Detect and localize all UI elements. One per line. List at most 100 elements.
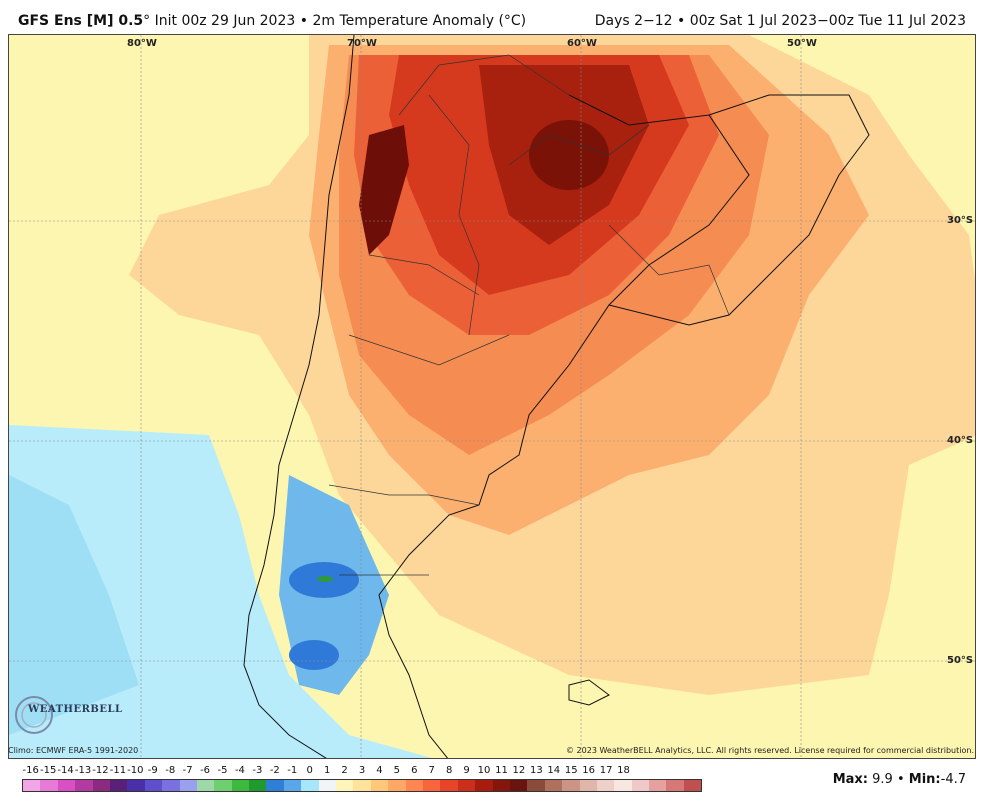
colorbar-swatch — [422, 780, 441, 791]
lat-label-30s: 30°S — [947, 215, 974, 226]
colorbar-tick-label: -6 — [200, 765, 211, 776]
colorbar-swatch — [614, 780, 632, 791]
colorbar-swatch — [266, 780, 284, 791]
andes-hotspot — [359, 125, 409, 255]
colorbar-swatch — [440, 780, 458, 791]
colorbar-swatch — [57, 780, 76, 791]
colorbar-labels: -16 -15 -14 -13 -12 -11 -10 -9 -8 -7 -6 -5 -4 -3 -2 -1 0… — [22, 765, 702, 777]
colorbar-tick-label: -5 — [217, 765, 228, 776]
colorbar-tick-label: -12 — [92, 765, 109, 776]
colorbar-swatch — [92, 780, 110, 791]
colorbar-tick-label: -7 — [182, 765, 193, 776]
colorbar-tick-label: 17 — [599, 765, 613, 776]
colorbar-swatch — [75, 780, 93, 791]
colorbar-swatch — [631, 780, 650, 791]
colorbar-tick-label: -4 — [234, 765, 245, 776]
climatology-note: Climo: ECMWF ERA-5 1991-2020 — [8, 746, 139, 755]
colorbar-swatch — [683, 780, 702, 791]
lon-label-70w: 70°W — [347, 38, 377, 49]
colorbar-swatch — [144, 780, 163, 791]
colorbar-swatch — [162, 780, 180, 791]
colorbar-tick-label: -11 — [109, 765, 127, 776]
colorbar-tick-label: 5 — [393, 765, 401, 776]
colorbar-tick-label: 11 — [495, 765, 508, 776]
weatherbell-logo: WEATHERBELL — [12, 690, 122, 740]
colorbar-tick-label: -13 — [74, 765, 92, 776]
lat-label-50s: 50°S — [947, 655, 974, 666]
colorbar-tick-label: -2 — [269, 765, 280, 776]
colorbar-swatch — [214, 780, 232, 791]
logo-text: WEATHERBELL — [28, 704, 123, 715]
colorbar-tick-label: 6 — [411, 765, 418, 776]
colorbar-tick-label: 10 — [477, 765, 491, 776]
anomaly-map — [9, 35, 975, 758]
variable-name: 2m Temperature Anomaly (°C) — [312, 13, 527, 29]
deep-red-core — [529, 120, 609, 190]
max-label: Max: — [832, 772, 868, 787]
graticule — [9, 35, 975, 758]
map-panel: 80°W 70°W 60°W 50°W 30°S 40°S 50°S — [8, 34, 976, 759]
colorbar-tick-label: 14 — [547, 765, 561, 776]
colorbar-swatch — [649, 780, 667, 791]
header-bar: GFS Ens [M] 0.5° Init 00z 29 Jun 2023 • … — [0, 0, 984, 34]
colorbar-tick-label: 13 — [529, 765, 543, 776]
max-min-readout: Max: 9.9 • Min:-4.7 — [833, 772, 966, 787]
colorbar — [22, 779, 702, 792]
max-value: 9.9 — [872, 772, 893, 787]
colorbar-swatch — [579, 780, 597, 791]
colorbar-swatch — [40, 780, 58, 791]
colorbar-tick-label: 4 — [376, 765, 383, 776]
colorbar-swatch — [492, 780, 510, 791]
map-title: GFS Ens [M] 0.5° Init 00z 29 Jun 2023 • … — [18, 13, 527, 29]
pacific-shade — [9, 475, 139, 735]
min-label: Min: — [908, 772, 941, 787]
colorbar-tick-label: -15 — [39, 765, 57, 776]
colorbar-swatch — [196, 780, 215, 791]
colorbar-tick-label: 9 — [463, 765, 470, 776]
colorbar-tick-label: -14 — [57, 765, 74, 776]
colorbar-tick-label: 7 — [428, 765, 435, 776]
colorbar-tick-label: -3 — [252, 765, 263, 776]
colorbar-swatch — [596, 780, 615, 791]
colorbar-tick-label: 15 — [564, 765, 578, 776]
colorbar-swatch — [318, 780, 337, 791]
copyright-note: © 2023 WeatherBELL Analytics, LLC. All r… — [566, 746, 974, 755]
colorbar-swatch — [249, 780, 267, 791]
colorbar-swatch — [509, 780, 528, 791]
colorbar-swatch — [231, 780, 250, 791]
colorbar-swatch — [405, 780, 423, 791]
colorbar-swatch — [475, 780, 493, 791]
colorbar-tick-label: -8 — [165, 765, 176, 776]
colorbar-swatch — [544, 780, 563, 791]
colorbar-swatch — [109, 780, 128, 791]
colorbar-tick-label: 16 — [582, 765, 596, 776]
separator: • — [896, 772, 905, 787]
coastlines — [243, 35, 870, 758]
colorbar-swatch — [562, 780, 580, 791]
colorbar-tick-label: -10 — [127, 765, 144, 776]
model-name: GFS Ens [M] 0.5 — [18, 13, 144, 29]
init-time: Init 00z 29 Jun 2023 — [154, 13, 296, 29]
blue-anomaly-south — [289, 640, 339, 670]
colorbar-swatch — [457, 780, 476, 791]
colorbar-tick-label: 1 — [323, 765, 331, 776]
colorbar-tick-label: 2 — [341, 765, 348, 776]
colorbar-swatch — [127, 780, 145, 791]
lat-label-40s: 40°S — [947, 435, 974, 446]
valid-period: Days 2−12 • 00z Sat 1 Jul 2023−00z Tue 1… — [594, 13, 966, 29]
colorbar-swatch — [23, 780, 41, 791]
colorbar-swatch — [301, 780, 319, 791]
min-value: -4.7 — [940, 772, 966, 787]
colorbar-swatch — [388, 780, 406, 791]
colorbar-swatch — [370, 780, 389, 791]
colorbar-tick-label: 18 — [617, 765, 630, 776]
political-borders — [328, 54, 730, 576]
green-anomaly — [317, 576, 333, 582]
colorbar-swatch — [666, 780, 684, 791]
colorbar-tick-label: 0 — [306, 765, 313, 776]
colorbar-tick-label: 12 — [512, 765, 526, 776]
colorbar-tick-label: 8 — [445, 765, 453, 776]
colorbar-swatch — [283, 780, 302, 791]
colorbar-swatch — [527, 780, 545, 791]
colorbar-tick-label: 3 — [358, 765, 366, 776]
